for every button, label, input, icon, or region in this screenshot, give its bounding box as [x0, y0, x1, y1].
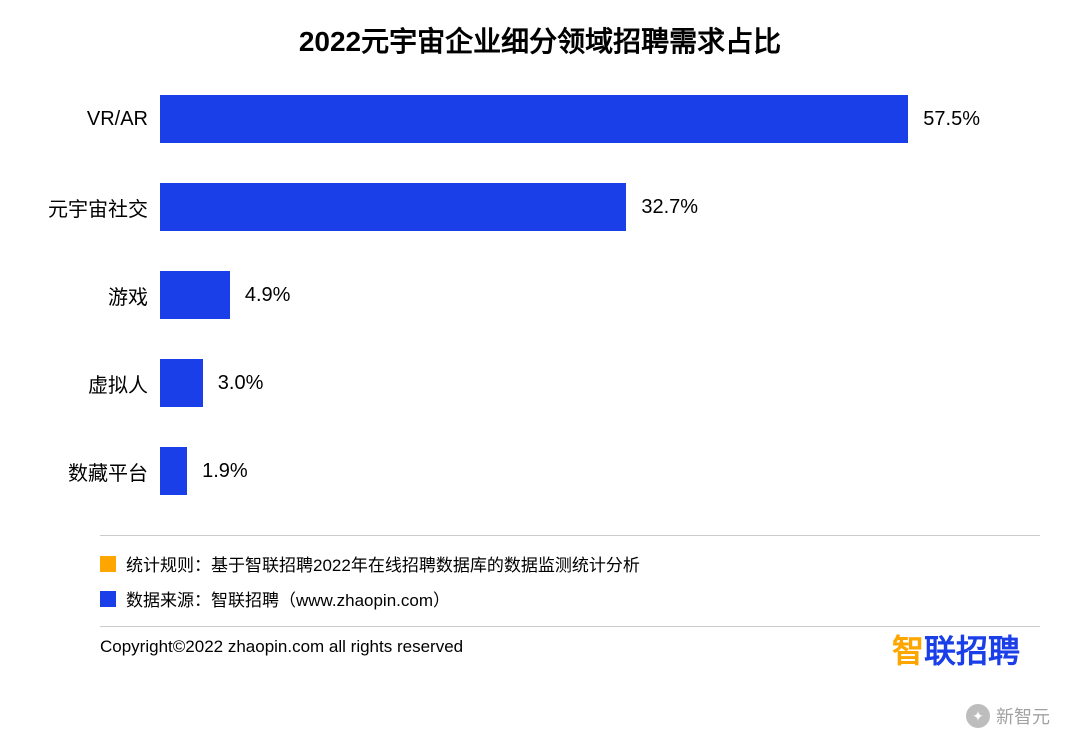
bar-label: VR/AR: [40, 108, 160, 131]
bar-row: VR/AR 57.5%: [40, 95, 1040, 143]
bar-value: 4.9%: [245, 284, 291, 307]
bar-value: 1.9%: [202, 460, 248, 483]
bar-row: 数藏平台 1.9%: [40, 447, 1040, 495]
brand-logo: 智联招聘: [892, 626, 1020, 672]
legend-text: 数据来源：智联招聘（www.zhaopin.com）: [126, 586, 450, 611]
bar: [160, 271, 230, 319]
watermark-icon: ✦: [966, 704, 990, 728]
legend-text: 统计规则：基于智联招聘2022年在线招聘数据库的数据监测统计分析: [126, 551, 640, 576]
bar-value: 32.7%: [641, 196, 698, 219]
divider: [100, 535, 1040, 536]
bar: [160, 183, 626, 231]
bar-row: 游戏 4.9%: [40, 271, 1040, 319]
bar-label: 虚拟人: [40, 369, 160, 398]
bar: [160, 447, 187, 495]
bar-container: 1.9%: [160, 447, 980, 495]
legend: 统计规则：基于智联招聘2022年在线招聘数据库的数据监测统计分析 数据来源：智联…: [100, 551, 1040, 611]
watermark-text: 新智元: [996, 703, 1050, 729]
bar-label: 数藏平台: [40, 457, 160, 486]
brand-part1: 智: [892, 633, 924, 669]
bar-container: 3.0%: [160, 359, 980, 407]
bar-value: 3.0%: [218, 372, 264, 395]
legend-item: 统计规则：基于智联招聘2022年在线招聘数据库的数据监测统计分析: [100, 551, 1040, 576]
bar-container: 57.5%: [160, 95, 980, 143]
watermark: ✦ 新智元: [966, 703, 1050, 729]
bar-container: 4.9%: [160, 271, 980, 319]
bar: [160, 95, 908, 143]
bar-label: 游戏: [40, 281, 160, 310]
chart-title: 2022元宇宙企业细分领域招聘需求占比: [40, 20, 1040, 60]
chart-plot-area: VR/AR 57.5% 元宇宙社交 32.7% 游戏 4.9% 虚拟人 3.0%…: [40, 95, 1040, 495]
bar: [160, 359, 203, 407]
bar-row: 元宇宙社交 32.7%: [40, 183, 1040, 231]
bar-label: 元宇宙社交: [40, 193, 160, 222]
bar-container: 32.7%: [160, 183, 980, 231]
legend-swatch: [100, 556, 116, 572]
brand-part2: 联招聘: [924, 633, 1020, 669]
bar-value: 57.5%: [923, 108, 980, 131]
legend-swatch: [100, 591, 116, 607]
bar-row: 虚拟人 3.0%: [40, 359, 1040, 407]
legend-item: 数据来源：智联招聘（www.zhaopin.com）: [100, 586, 1040, 611]
